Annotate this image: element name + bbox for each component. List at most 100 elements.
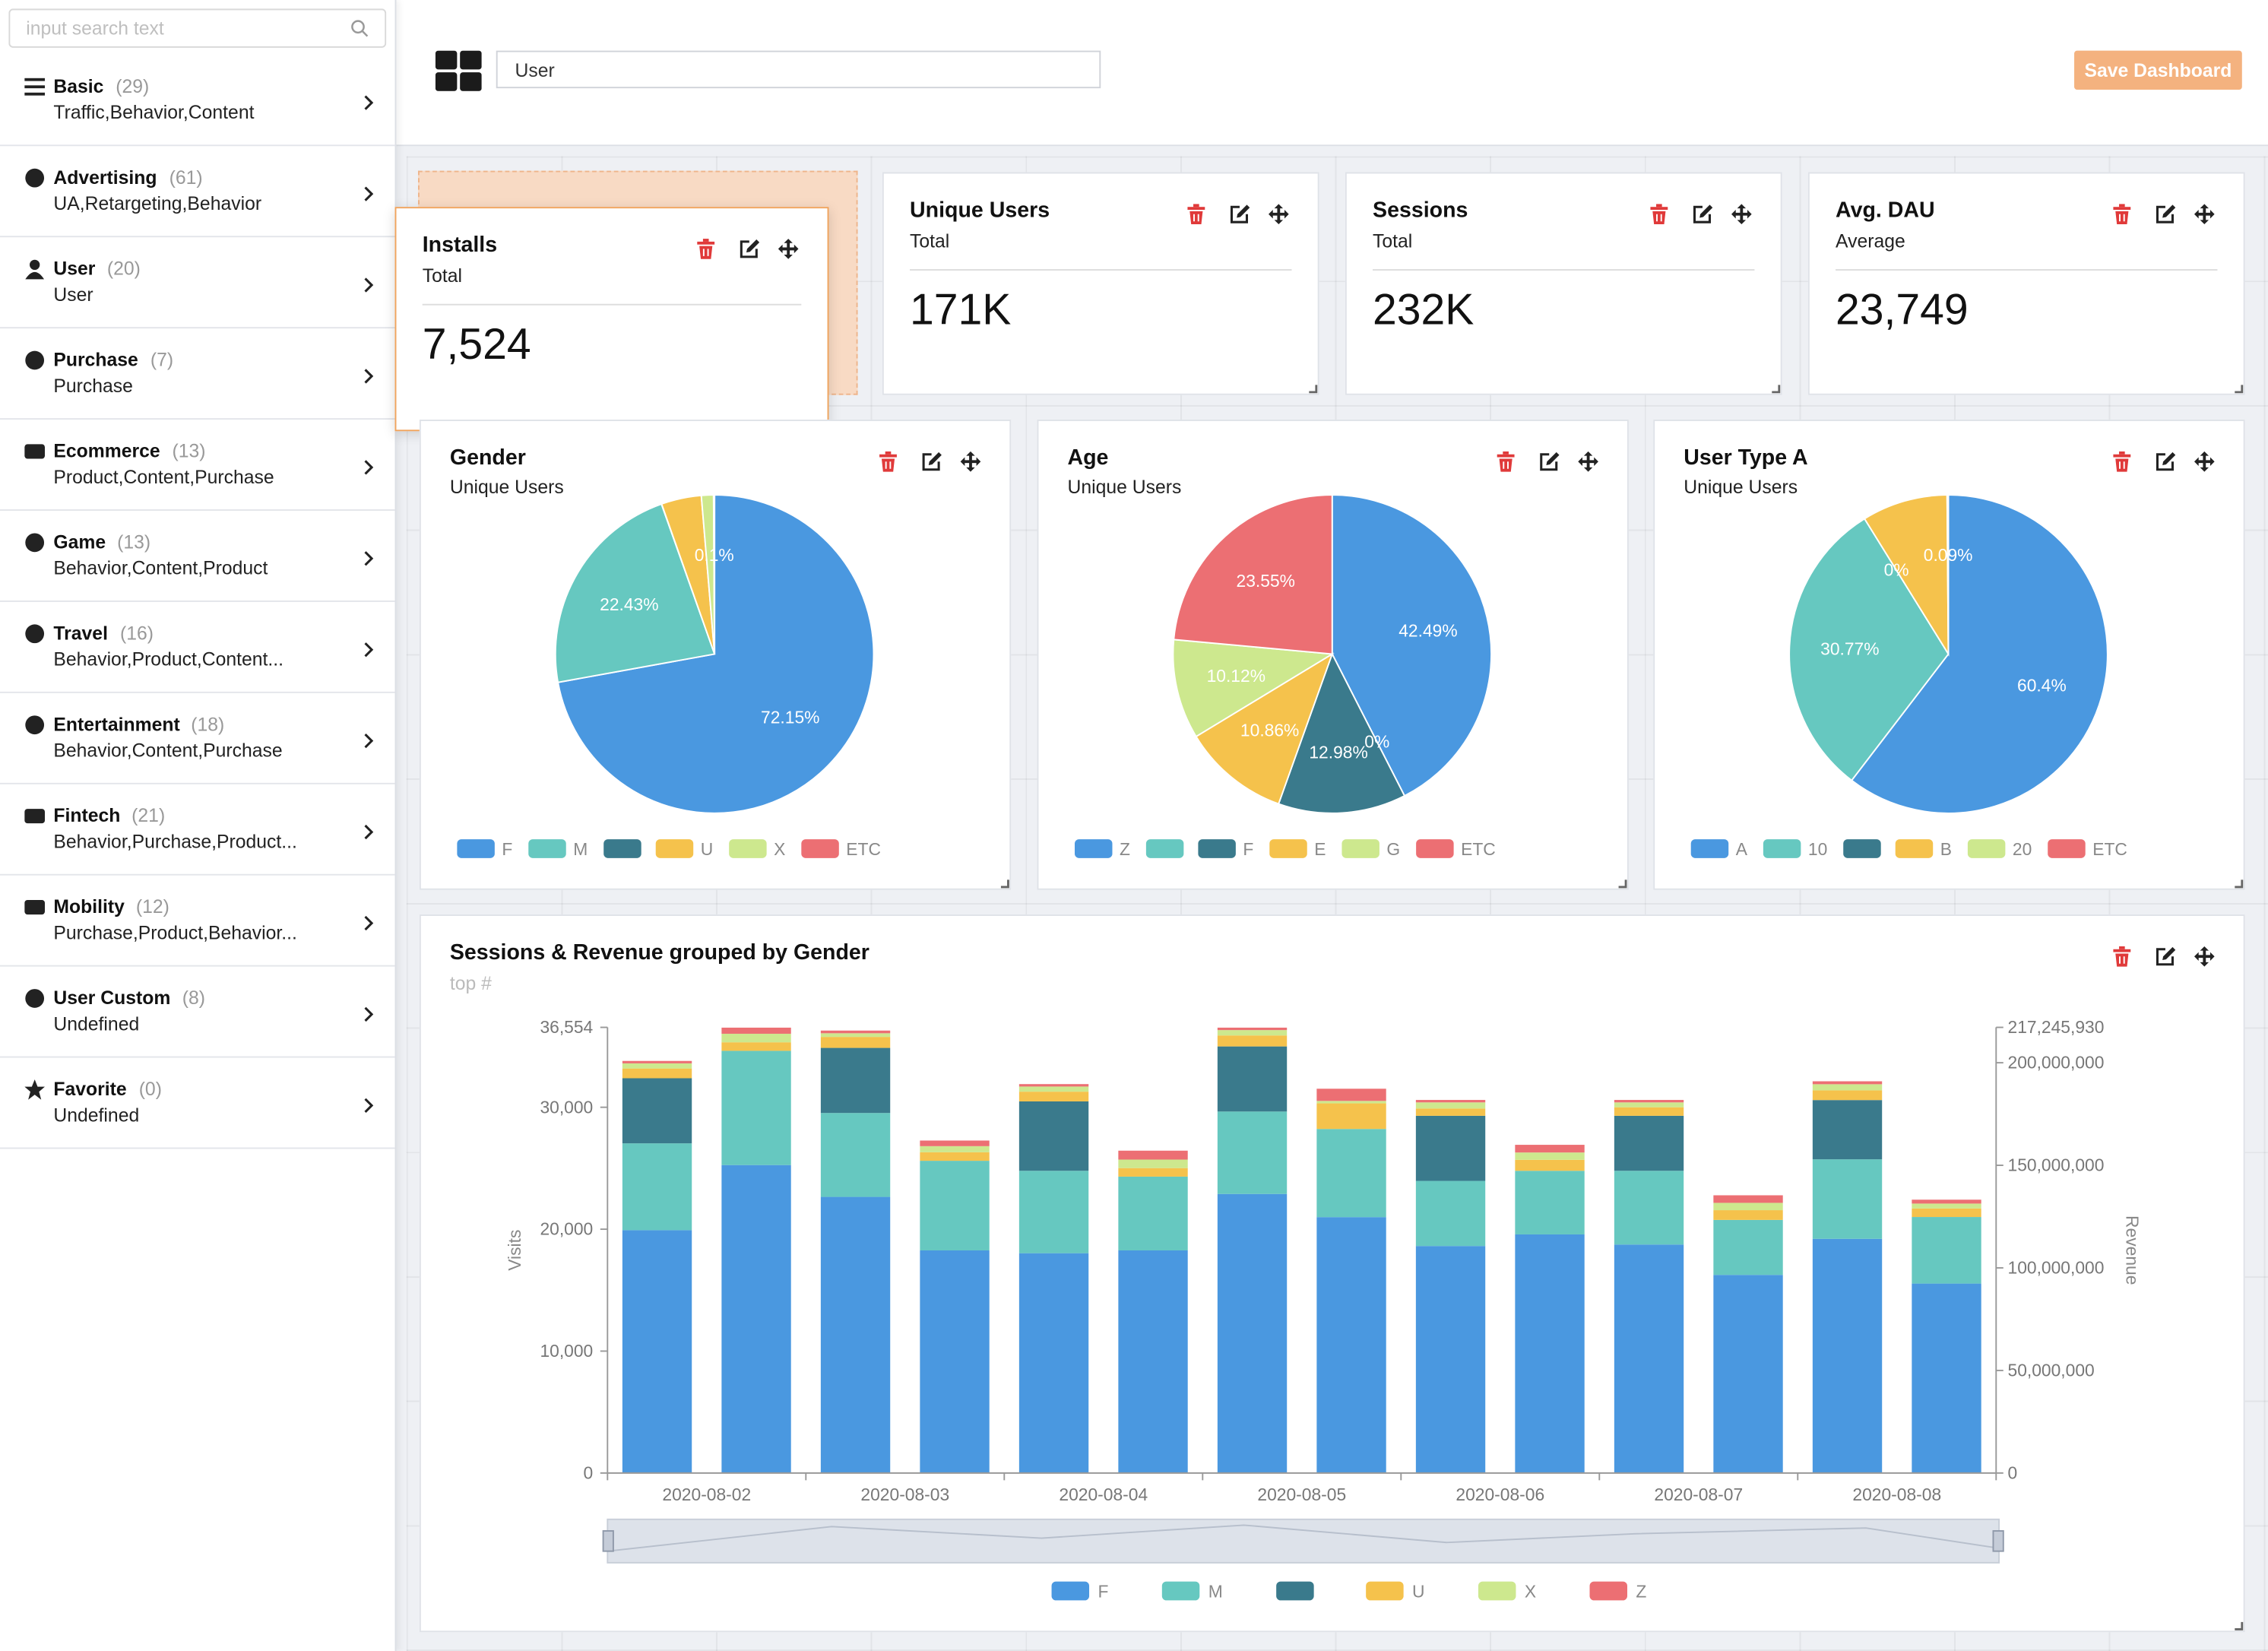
resize-icon[interactable] — [2223, 868, 2246, 891]
category-icon — [24, 78, 45, 96]
icon-part — [928, 452, 942, 466]
move-icon[interactable] — [777, 237, 800, 260]
dashboard-name-input[interactable]: User — [496, 50, 1101, 89]
delete-icon[interactable] — [2111, 945, 2133, 968]
icon-part — [364, 734, 374, 749]
icon-part — [922, 453, 940, 471]
resize-icon[interactable] — [2223, 1611, 2246, 1634]
chevron — [364, 1098, 374, 1113]
icon-part — [25, 350, 45, 370]
search-input[interactable]: input search text — [8, 8, 387, 48]
category-item[interactable]: Advertising (61) UA,Retargeting,Behavior — [0, 146, 395, 238]
divider — [910, 269, 1292, 271]
move-icon[interactable] — [2193, 450, 2216, 473]
icon-part — [2194, 204, 2215, 225]
icon-part — [885, 461, 892, 469]
edit-icon[interactable] — [1538, 450, 1560, 473]
widget-subtitle: Total — [910, 230, 950, 252]
category-label: Mobility — [53, 895, 125, 917]
category-item[interactable]: Ecommerce (13) Product,Content,Purchase — [0, 420, 395, 511]
delete-icon[interactable] — [2111, 203, 2133, 226]
chart-widget: Sessions & Revenue grouped by Gender top … — [419, 914, 2246, 1634]
edit-icon[interactable] — [2154, 203, 2177, 226]
icon-part — [364, 824, 374, 840]
move-icon[interactable] — [1730, 203, 1753, 226]
resize-icon[interactable] — [1607, 868, 1630, 891]
category-count: (12) — [135, 895, 169, 917]
category-item[interactable]: Mobility (12) Purchase,Product,Behavior... — [0, 876, 395, 967]
delete-icon[interactable] — [1648, 203, 1671, 226]
category-count: (61) — [169, 166, 203, 189]
resize-icon[interactable] — [990, 868, 1012, 891]
chevron — [364, 1006, 374, 1022]
resize-icon[interactable] — [1760, 373, 1783, 396]
category-description: Undefined — [53, 1012, 140, 1035]
category-item[interactable]: Favorite (0) Undefined — [0, 1058, 395, 1149]
delete-icon[interactable] — [876, 450, 899, 473]
category-label: Travel — [53, 622, 108, 645]
dashboard-icon[interactable] — [435, 50, 482, 91]
delete-icon[interactable] — [1494, 450, 1517, 473]
icon-part — [435, 50, 458, 70]
widget-subtitle: Total — [422, 265, 462, 287]
icon-part — [2162, 946, 2176, 961]
save-button[interactable]: Save Dashboard — [2074, 50, 2242, 90]
icon-part — [351, 20, 365, 34]
icon-part — [2156, 948, 2174, 966]
icon-part — [25, 715, 45, 735]
category-item[interactable]: Travel (16) Behavior,Product,Content... — [0, 602, 395, 693]
icon-part — [746, 239, 760, 253]
delete-icon[interactable] — [2111, 450, 2133, 473]
widget-subtitle: Average — [1836, 230, 1905, 252]
icon-part — [364, 369, 374, 384]
icon-part — [697, 241, 715, 245]
resize-icon[interactable] — [1297, 373, 1320, 396]
icon-part — [2156, 205, 2174, 223]
category-item[interactable]: Purchase (7) Purchase — [0, 328, 395, 420]
category-count: (20) — [106, 257, 141, 280]
edit-icon[interactable] — [738, 237, 761, 260]
chevron — [364, 186, 374, 201]
category-label: Advertising — [53, 166, 157, 189]
category-label: Entertainment — [53, 713, 180, 736]
icon-part — [2119, 204, 2125, 208]
icon-part — [699, 246, 713, 259]
move-icon[interactable] — [2193, 945, 2216, 968]
resize-icon[interactable] — [2223, 373, 2246, 396]
edit-icon[interactable] — [920, 450, 942, 473]
delete-icon[interactable] — [1185, 203, 1208, 226]
category-item[interactable]: Entertainment (18) Behavior,Content,Purcha… — [0, 693, 395, 784]
category-item[interactable]: Fintech (21) Behavior,Purchase,Product... — [0, 784, 395, 876]
move-icon[interactable] — [1267, 203, 1290, 226]
chevron — [364, 95, 374, 110]
move-icon[interactable] — [2193, 203, 2216, 226]
category-icon — [24, 444, 45, 459]
category-icon — [24, 809, 45, 824]
icon-part — [364, 551, 374, 566]
delete-icon[interactable] — [694, 237, 717, 260]
chart-subtitle: Unique Users — [1067, 476, 1182, 498]
icon-part — [364, 642, 374, 658]
category-item[interactable]: User (20) User — [0, 237, 395, 329]
kpi-widget: Unique Users Total 171K — [882, 172, 1320, 396]
header-bar: User Save Dashboard — [394, 0, 2268, 147]
icon-part — [1731, 204, 1752, 225]
category-item[interactable]: Game (13) Behavior,Content,Product — [0, 511, 395, 602]
icon-part — [460, 72, 482, 91]
move-icon[interactable] — [1576, 450, 1599, 473]
widget-title: Sessions — [1373, 198, 1468, 223]
widget-title: Unique Users — [910, 198, 1050, 223]
category-item[interactable]: User Custom (8) Undefined — [0, 967, 395, 1058]
move-icon[interactable] — [959, 450, 982, 473]
icon-part — [435, 72, 458, 91]
edit-icon[interactable] — [1228, 203, 1251, 226]
category-item[interactable]: Basic (29) Traffic,Behavior,Content — [0, 55, 395, 147]
icon-part — [778, 239, 799, 259]
edit-icon[interactable] — [2154, 450, 2177, 473]
chevron — [364, 369, 374, 384]
icon-part — [1000, 879, 1009, 889]
category-icon — [25, 715, 45, 735]
chart-widget: Gender Unique Users — [419, 420, 1012, 891]
edit-icon[interactable] — [2154, 945, 2177, 968]
edit-icon[interactable] — [1691, 203, 1714, 226]
